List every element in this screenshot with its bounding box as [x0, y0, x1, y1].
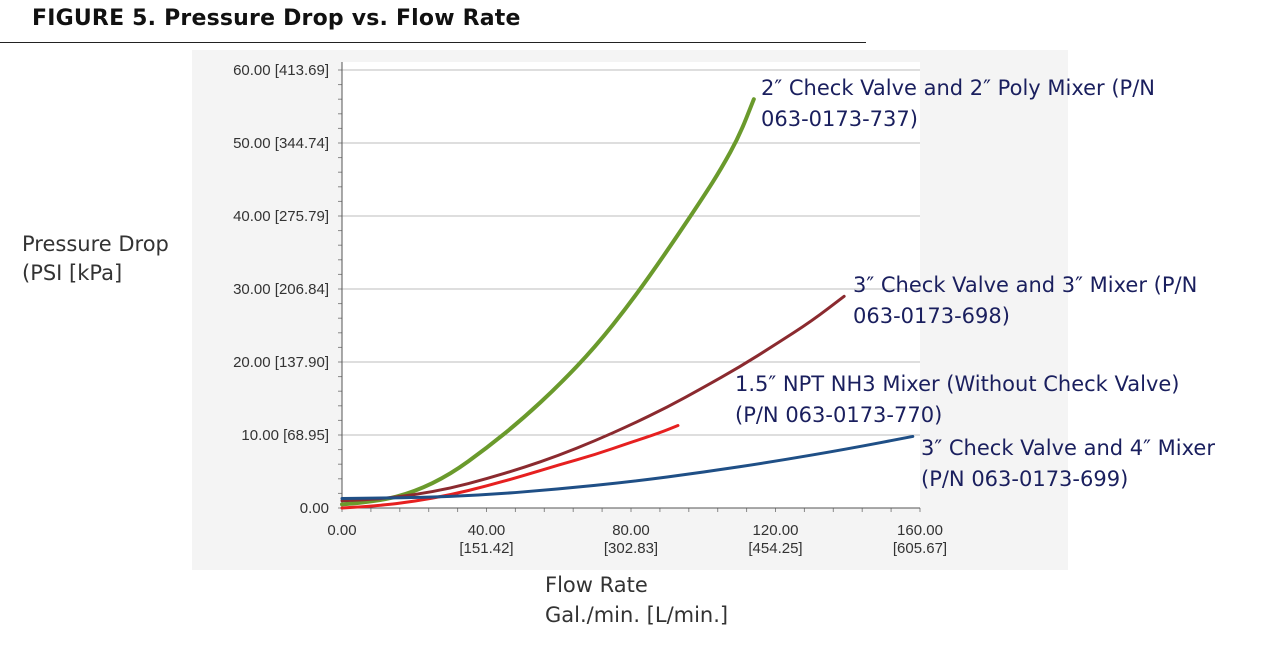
series-label-3in-check-4in-mixer: 3″ Check Valve and 4″ Mixer [921, 436, 1215, 460]
series-label-1-5in-npt-nh3: 1.5″ NPT NH3 Mixer (Without Check Valve) [735, 372, 1180, 396]
title-rule [0, 42, 866, 43]
series-line-3in-check-3in-mixer [340, 294, 846, 503]
series-label-1-5in-npt-nh3: (P/N 063-0173-770) [735, 403, 942, 427]
series-label-3in-check-3in-mixer: 063-0173-698) [853, 304, 1010, 328]
series-label-2in-check-poly: 063-0173-737) [761, 107, 918, 131]
x-tick-label: 160.00 [897, 522, 943, 539]
x-tick-label: 80.00 [612, 522, 650, 539]
x-tick-label: 120.00 [753, 522, 799, 539]
x-tick-label: [454.25] [748, 540, 802, 557]
series-label-3in-check-3in-mixer: 3″ Check Valve and 3″ Mixer (P/N [853, 273, 1197, 297]
y-tick-label: 40.00 [275.79] [233, 208, 329, 225]
y-tick-label: 20.00 [137.90] [233, 354, 329, 371]
x-axis-title-line-1: Flow Rate [545, 573, 648, 597]
y-tick-label: 60.00 [413.69] [233, 62, 329, 79]
x-tick-label: [605.67] [893, 540, 947, 557]
x-tick-label: 40.00 [468, 522, 506, 539]
series-line-2in-check-poly [340, 97, 756, 507]
series-line-1-5in-npt-nh3 [340, 424, 680, 510]
x-tick-label: [302.83] [604, 540, 658, 557]
y-tick-label: 0.00 [300, 500, 329, 517]
y-axis-title: Pressure Drop (PSI [kPa] [22, 230, 169, 288]
series-line-3in-check-4in-mixer [340, 434, 915, 501]
y-tick-label: 10.00 [68.95] [241, 427, 329, 444]
y-tick-label: 30.00 [206.84] [233, 281, 329, 298]
plot-area [342, 62, 920, 508]
x-tick-label: [151.42] [459, 540, 513, 557]
y-tick-label: 50.00 [344.74] [233, 135, 329, 152]
y-axis-title-line-2: (PSI [kPa] [22, 261, 123, 285]
y-axis-title-line-1: Pressure Drop [22, 232, 169, 256]
x-axis-title: Flow Rate Gal./min. [L/min.] [545, 570, 728, 630]
x-axis-title-line-2: Gal./min. [L/min.] [545, 603, 729, 627]
series-label-2in-check-poly: 2″ Check Valve and 2″ Poly Mixer (P/N [761, 76, 1155, 100]
series-label-3in-check-4in-mixer: (P/N 063-0173-699) [921, 467, 1128, 491]
x-tick-label: 0.00 [327, 522, 356, 539]
figure-title: FIGURE 5. Pressure Drop vs. Flow Rate [32, 6, 521, 31]
